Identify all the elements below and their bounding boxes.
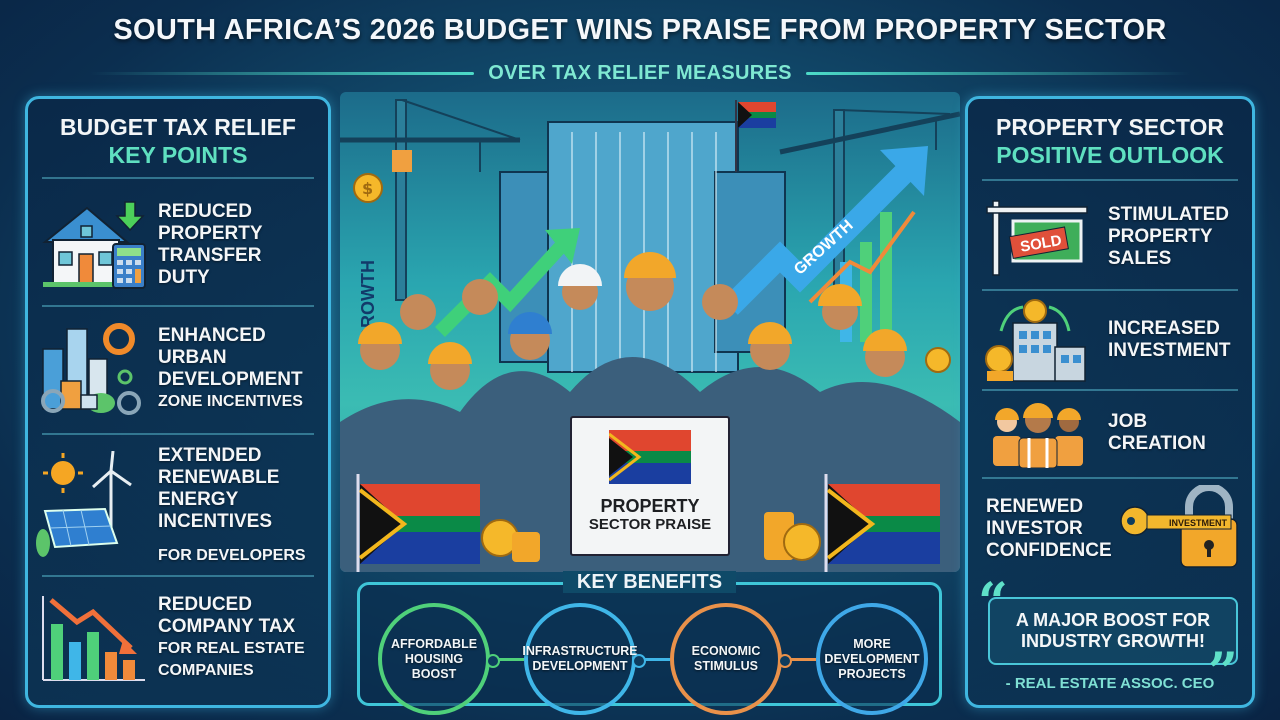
- positive-outlook-panel: PROPERTY SECTOR POSITIVE OUTLOOK SOLD ST…: [965, 96, 1255, 708]
- benefit-circles: AFFORDABLE HOUSING BOOST INFRASTRUCTURE DEV…: [378, 603, 929, 715]
- outlook-text: RENEWED INVESTOR CONFIDENCE: [986, 496, 1112, 561]
- key-point-item: REDUCED COMPANY TAX FOR REAL ESTATE COMP…: [28, 583, 328, 693]
- divider: [982, 389, 1238, 391]
- connector: [778, 653, 816, 668]
- svg-text:$: $: [362, 179, 373, 198]
- outlook-item: JOB CREATION: [968, 393, 1252, 473]
- building-coins-icon: [968, 297, 1108, 383]
- subtitle-divider-left: [90, 71, 475, 75]
- key-lock-icon: INVESTMENT: [1116, 485, 1246, 573]
- subtitle-divider-right: [805, 71, 1190, 75]
- key-point-text: EXTENDED RENEWABLE ENERGY INCENTIVES FOR…: [158, 445, 306, 564]
- connector: [486, 653, 524, 668]
- benefit-affordable-housing: AFFORDABLE HOUSING BOOST: [378, 603, 490, 715]
- svg-text:GROWTH: GROWTH: [358, 260, 378, 342]
- page-subtitle: OVER TAX RELIEF MEASURES: [488, 61, 792, 84]
- outlook-text: INCREASED INVESTMENT: [1108, 318, 1231, 361]
- benefit-economic-stimulus: ECONOMIC STIMULUS: [670, 603, 782, 715]
- crane-right-icon: [779, 109, 960, 301]
- coin-stack-icon: [481, 512, 821, 562]
- ceo-quote: A MAJOR BOOST FOR INDUSTRY GROWTH!: [988, 597, 1238, 665]
- close-quote-icon: ”: [1208, 642, 1238, 703]
- growth-arrow-icon: [435, 237, 571, 337]
- divider: [42, 177, 314, 179]
- tax-relief-panel-header: BUDGET TAX RELIEF KEY POINTS: [28, 99, 328, 169]
- benefit-infrastructure: INFRASTRUCTURE DEVELOPMENT: [522, 603, 638, 715]
- key-point-item: EXTENDED RENEWABLE ENERGY INCENTIVES FOR…: [28, 441, 328, 571]
- key-point-item: REDUCED PROPERTY TRANSFER DUTY: [28, 191, 328, 299]
- divider: [982, 179, 1238, 181]
- divider: [42, 433, 314, 435]
- divider: [42, 575, 314, 577]
- banner-line-2: SECTOR PRAISE: [588, 516, 712, 533]
- outlook-text: JOB CREATION: [1108, 411, 1206, 454]
- tax-relief-title: BUDGET TAX RELIEF: [60, 114, 296, 140]
- key-benefits-panel: KEY BENEFITS AFFORDABLE HOUSING BOOST INFR…: [357, 571, 942, 715]
- key-points-title: KEY POINTS: [108, 142, 248, 168]
- svg-text:INVESTMENT: INVESTMENT: [1169, 518, 1228, 528]
- solar-wind-icon: [28, 451, 158, 561]
- positive-outlook-title: POSITIVE OUTLOOK: [996, 142, 1224, 168]
- key-point-item: ENHANCED URBAN DEVELOPMENT ZONE INCENTIV…: [28, 311, 328, 427]
- divider: [982, 289, 1238, 291]
- city-gears-icon: [28, 319, 158, 419]
- divider: [42, 305, 314, 307]
- south-africa-flag-icon: [826, 484, 940, 564]
- house-calculator-icon: [28, 200, 158, 290]
- outlook-item: SOLD STIMULATED PROPERTY SALES: [968, 187, 1252, 287]
- south-africa-flag-icon: [738, 102, 776, 128]
- growth-arrow-icon: [722, 164, 913, 315]
- outlook-text: STIMULATED PROPERTY SALES: [1108, 204, 1230, 269]
- building-icon: [547, 121, 739, 373]
- workers-hardhat-icon: [968, 398, 1108, 468]
- tax-relief-panel: BUDGET TAX RELIEF KEY POINTS RE: [25, 96, 331, 708]
- positive-outlook-panel-header: PROPERTY SECTOR POSITIVE OUTLOOK: [968, 99, 1252, 169]
- south-africa-flag-icon: [572, 430, 728, 488]
- page-title: SOUTH AFRICA’S 2026 BUDGET WINS PRAISE F…: [113, 14, 1167, 46]
- key-benefits-title: KEY BENEFITS: [562, 571, 737, 593]
- outlook-item: INCREASED INVESTMENT: [968, 295, 1252, 385]
- banner-line-1: PROPERTY: [600, 496, 700, 516]
- declining-bar-chart-icon: [28, 590, 158, 686]
- property-sector-title: PROPERTY SECTOR: [996, 114, 1224, 140]
- key-point-text: REDUCED COMPANY TAX FOR REAL ESTATE COMP…: [158, 594, 305, 679]
- key-point-text: REDUCED PROPERTY TRANSFER DUTY: [158, 201, 263, 288]
- subtitle-row: OVER TAX RELIEF MEASURES: [90, 58, 1190, 88]
- divider: [982, 477, 1238, 479]
- property-sector-praise-banner: PROPERTY SECTOR PRAISE: [570, 416, 730, 556]
- benefit-more-development: MORE DEVELOPMENT PROJECTS: [816, 603, 928, 715]
- quote-attribution: - REAL ESTATE ASSOC. CEO: [1005, 675, 1215, 692]
- south-africa-flag-icon: [358, 484, 480, 564]
- sold-sign-icon: SOLD: [968, 197, 1108, 277]
- key-point-text: ENHANCED URBAN DEVELOPMENT ZONE INCENTIV…: [158, 325, 303, 410]
- connector: [632, 653, 670, 668]
- outlook-item: RENEWED INVESTOR CONFIDENCE INVESTMENT: [968, 483, 1252, 575]
- crane-left-icon: [340, 99, 521, 301]
